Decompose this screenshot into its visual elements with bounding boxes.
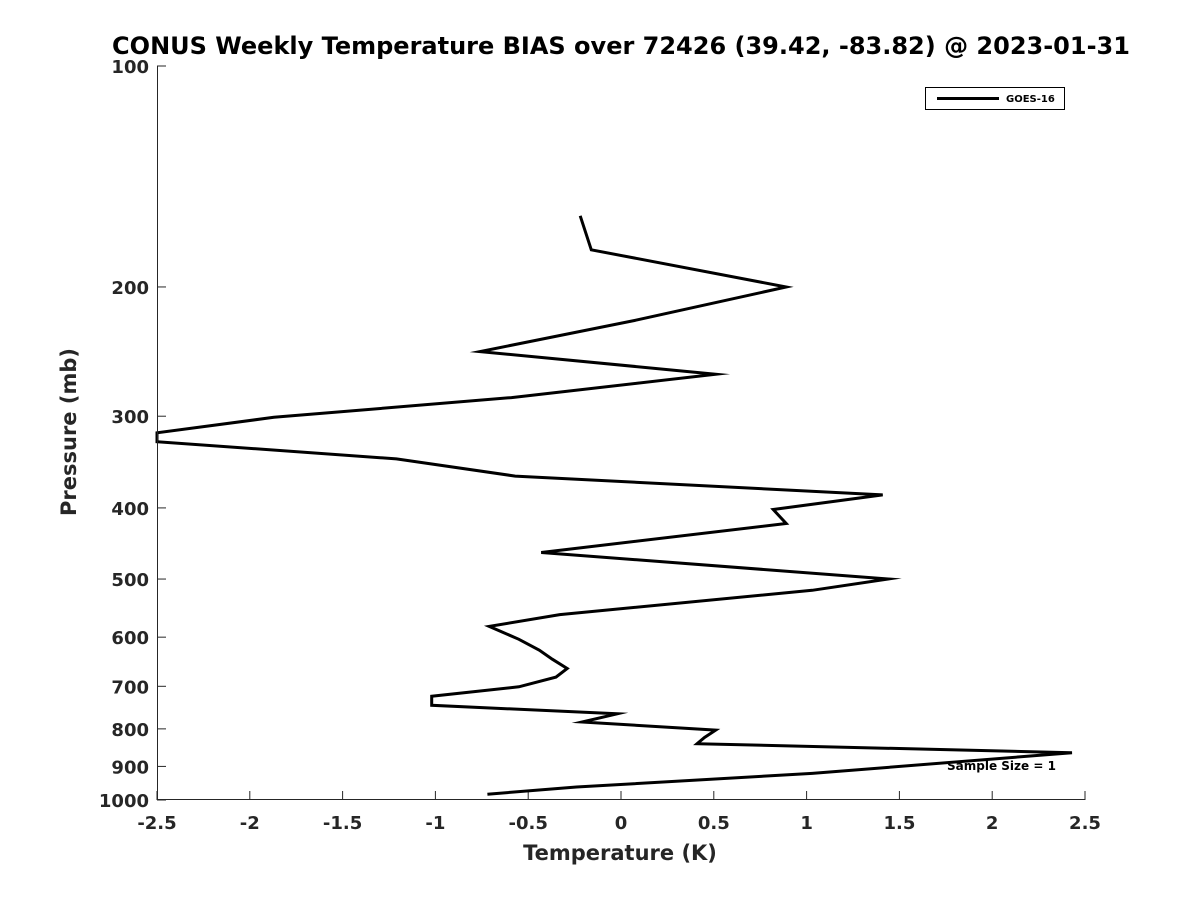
x-tick-label: -2	[240, 813, 260, 834]
y-tick-label: 600	[111, 628, 149, 649]
x-axis-label: Temperature (K)	[523, 841, 717, 865]
annotations: Sample Size = 1	[947, 759, 1056, 773]
y-axis-label: Pressure (mb)	[57, 348, 81, 516]
y-tick-label: 500	[111, 570, 149, 591]
y-tick-label: 700	[111, 677, 149, 698]
sample-size-annotation: Sample Size = 1	[947, 759, 1056, 773]
y-tick-label: 200	[111, 278, 149, 299]
x-tick-label: 1.5	[883, 813, 915, 834]
y-tick-label: 800	[111, 720, 149, 741]
y-tick-label: 300	[111, 407, 149, 428]
y-tick-label: 900	[111, 757, 149, 778]
axis-ticks: -2.5 -2 -1.5 -1 -0.5 0 0.5 1 1.5 2 2.5 100 200 300 400…	[99, 57, 1101, 834]
y-tick-label: 1000	[99, 791, 149, 812]
series-line-goes-16	[155, 215, 1073, 796]
x-tick-label: 0	[615, 813, 628, 834]
x-tick-label: -2.5	[137, 813, 176, 834]
x-tick-label: 2	[986, 813, 999, 834]
x-tick-label: 1	[800, 813, 813, 834]
x-tick-label: -0.5	[509, 813, 548, 834]
x-tick-label: -1	[425, 813, 445, 834]
legend: GOES-16	[925, 87, 1065, 110]
chart-title: CONUS Weekly Temperature BIAS over 72426…	[112, 32, 1130, 60]
y-tick-label: 100	[111, 57, 149, 78]
legend-label-goes-16: GOES-16	[1006, 94, 1055, 105]
x-tick-label: -1.5	[323, 813, 362, 834]
x-tick-label: 2.5	[1069, 813, 1101, 834]
x-tick-label: 0.5	[698, 813, 730, 834]
y-tick-label: 400	[111, 499, 149, 520]
series-layer	[155, 215, 1073, 796]
